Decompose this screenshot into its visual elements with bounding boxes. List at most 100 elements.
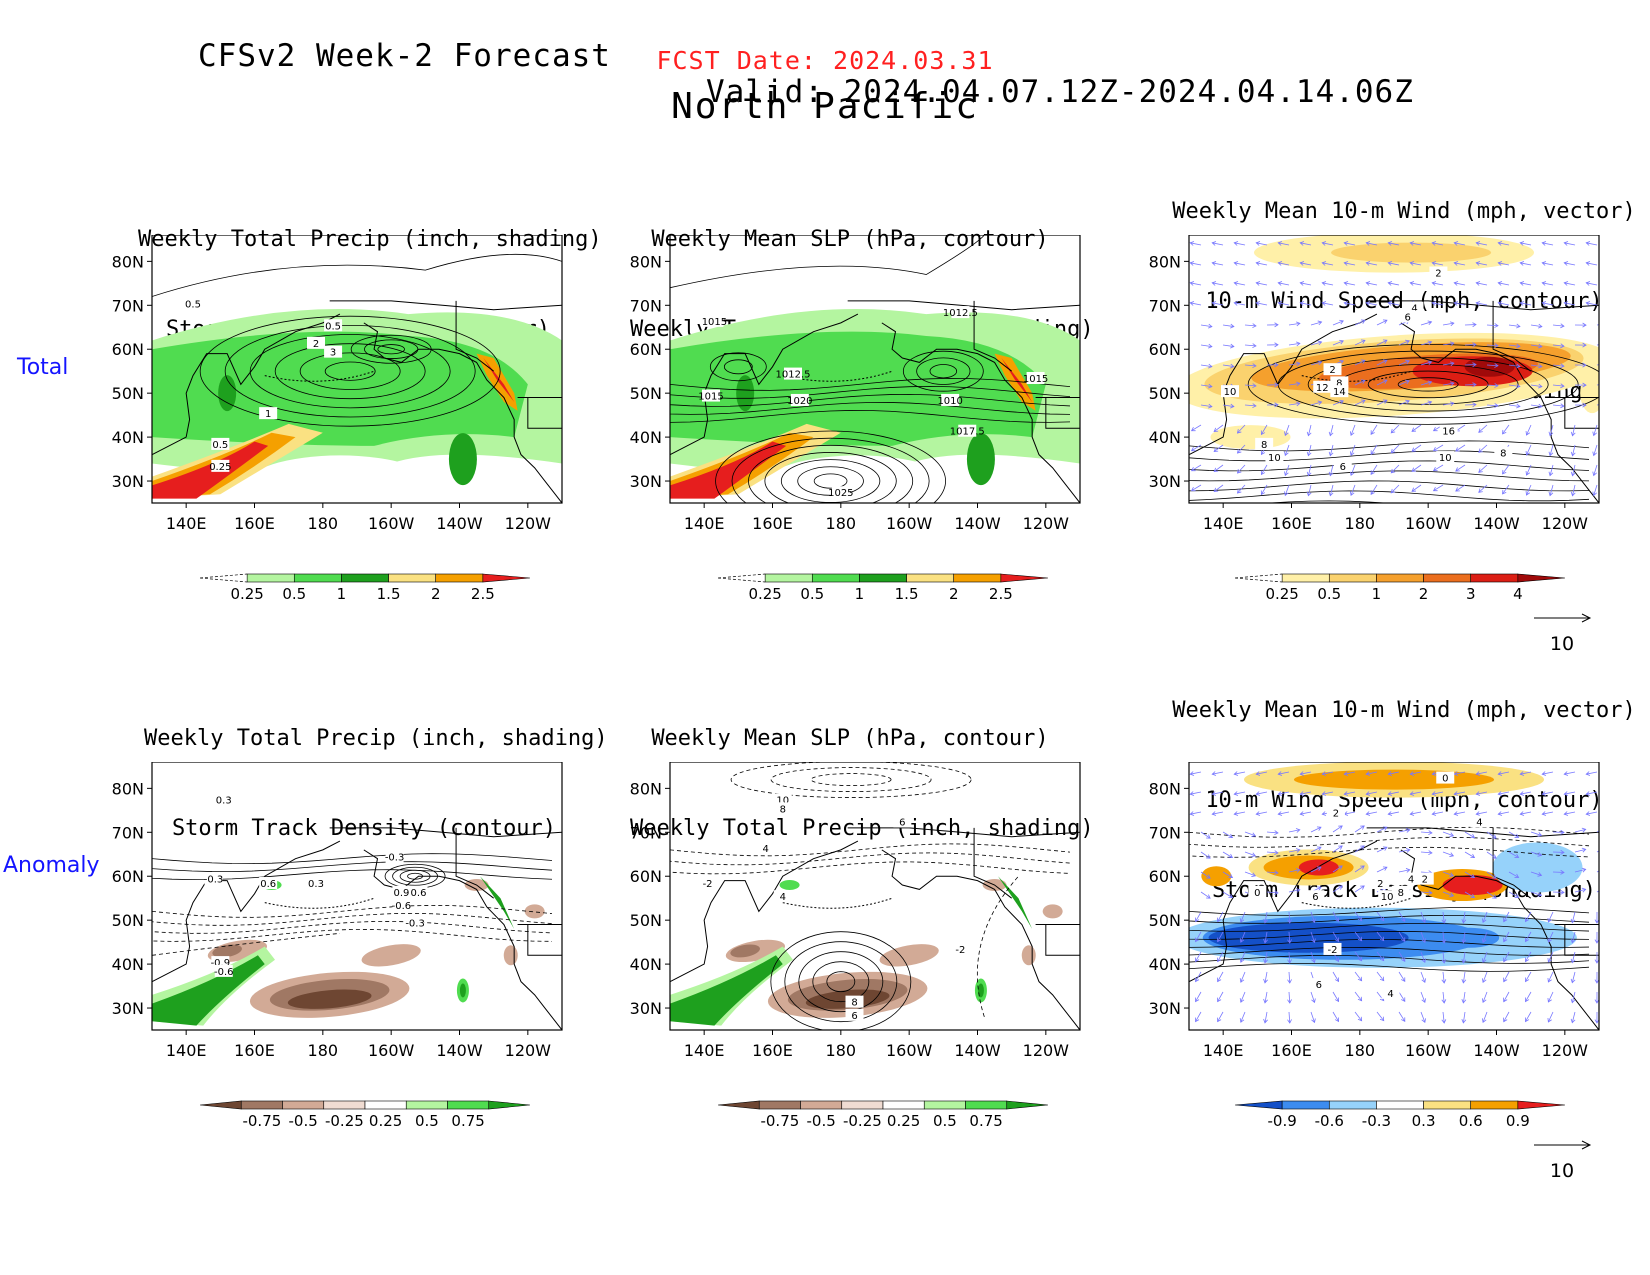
contour-label: 2 bbox=[1333, 809, 1339, 820]
wind-vector-head bbox=[1585, 241, 1591, 246]
storm-anomaly-contour bbox=[152, 912, 553, 926]
wind-vector-head bbox=[1548, 471, 1554, 477]
wind-vector bbox=[1344, 242, 1356, 246]
wind-vector bbox=[1190, 771, 1202, 775]
lon-label: 120W bbox=[505, 514, 552, 533]
wind-vector-head bbox=[1390, 428, 1396, 434]
wind-vector-head bbox=[1537, 872, 1543, 877]
wind-vector bbox=[1574, 848, 1586, 853]
wind-vector bbox=[1498, 811, 1510, 815]
wind-vector bbox=[1530, 384, 1542, 388]
wind-vector-head bbox=[1449, 401, 1455, 407]
colorbar-label: 1.5 bbox=[377, 585, 401, 603]
wind-vector bbox=[1420, 831, 1432, 834]
lat-label: 80N bbox=[1149, 252, 1181, 271]
colorbar-swatch bbox=[482, 573, 531, 583]
colorbar-swatch bbox=[488, 1100, 531, 1110]
wind-vector bbox=[1442, 891, 1454, 897]
wind-vector-head bbox=[1206, 894, 1211, 899]
colorbar-label: 0.25 bbox=[748, 585, 781, 603]
lon-label: 140W bbox=[436, 1041, 483, 1060]
wind-vector-head bbox=[1339, 359, 1344, 365]
wind-vector-head bbox=[1582, 342, 1587, 348]
lat-label: 30N bbox=[630, 999, 662, 1018]
precip-anomaly-shading bbox=[212, 944, 242, 958]
colorbar-swatch bbox=[882, 1100, 925, 1110]
wind-vector bbox=[1486, 344, 1499, 347]
shading-heavy-precip bbox=[736, 375, 755, 412]
contour-label: 2 bbox=[1422, 875, 1428, 886]
wind-vector-head bbox=[1228, 833, 1234, 839]
lon-label: 140E bbox=[166, 1041, 207, 1060]
wind-vector bbox=[1390, 424, 1400, 434]
wind-vector-head bbox=[1190, 426, 1196, 432]
title-line: 10-m Wind Speed (mph, contour) bbox=[1205, 289, 1603, 314]
wind-vector bbox=[1455, 444, 1466, 452]
wind-vector bbox=[1300, 771, 1312, 775]
wind-vector-head bbox=[1328, 491, 1334, 497]
contour-label: 8 bbox=[851, 998, 857, 1009]
wind-vector bbox=[1278, 791, 1290, 795]
wind-vector bbox=[1240, 951, 1246, 963]
wind-vector bbox=[1322, 302, 1334, 306]
slp-contour bbox=[670, 393, 1071, 407]
wind-vector-head bbox=[1211, 301, 1217, 306]
wind-vector bbox=[1455, 484, 1466, 492]
wind-vector bbox=[1329, 484, 1334, 496]
storm-anomaly-contour bbox=[152, 861, 553, 872]
wind-vector bbox=[1410, 791, 1422, 795]
wind-vector-head bbox=[1537, 832, 1543, 837]
wind-vector-head bbox=[1370, 470, 1375, 475]
wind-vector-head bbox=[1263, 978, 1268, 984]
colorbar-label: -0.9 bbox=[1268, 1112, 1297, 1130]
wind-vector bbox=[1571, 911, 1576, 923]
wind-vector-head bbox=[1427, 380, 1433, 386]
wind-vector bbox=[1376, 379, 1388, 386]
wind-vector bbox=[1586, 791, 1598, 795]
shading-dry-zone bbox=[244, 455, 435, 503]
wind-vector bbox=[1482, 931, 1488, 943]
wind-vector-head bbox=[1592, 471, 1597, 477]
contour-label-bg bbox=[1330, 385, 1349, 398]
wind-vector-head bbox=[1449, 852, 1455, 857]
wind-vector-head bbox=[1252, 323, 1257, 329]
precip-anomaly-shading bbox=[361, 944, 421, 967]
wind-vector bbox=[1564, 771, 1576, 775]
wind-vector-head bbox=[1603, 867, 1607, 871]
wind-vector-head bbox=[1360, 825, 1365, 830]
contour-label: 0.9 bbox=[393, 888, 409, 899]
wind-vector-head bbox=[1233, 241, 1239, 246]
colorbar-swatch bbox=[1328, 1100, 1377, 1110]
title-line: Storm Track Density (contour) bbox=[171, 816, 557, 841]
wind-vector bbox=[1354, 319, 1366, 326]
wind-vector-head bbox=[1519, 791, 1525, 796]
wind-vector-head bbox=[1563, 771, 1569, 776]
precip-anomaly-shading bbox=[977, 983, 984, 998]
shading-coastal-precip bbox=[994, 353, 1036, 411]
wind-vector-head bbox=[1274, 402, 1279, 408]
contour-label: 10 bbox=[776, 796, 789, 807]
wind-anomaly-contour bbox=[1189, 826, 1590, 838]
wind-vector-head bbox=[1409, 241, 1415, 246]
colorbar-swatch bbox=[923, 1100, 966, 1110]
title-line: Weekly Total Precip (inch, shading) bbox=[144, 726, 608, 751]
wind-vector-head bbox=[1432, 466, 1438, 472]
wind-vector-head bbox=[1217, 997, 1222, 1003]
wind-speed-contour bbox=[1189, 490, 1590, 502]
contour-label-bg bbox=[1323, 363, 1342, 376]
wind-vector bbox=[1498, 302, 1510, 306]
slp-contour bbox=[670, 235, 985, 289]
wind-vector-head bbox=[1360, 865, 1365, 870]
wind-vector bbox=[1237, 424, 1246, 434]
wind-vector-head bbox=[1516, 383, 1521, 389]
wind-vector bbox=[1329, 444, 1334, 456]
wind-vector bbox=[1307, 484, 1312, 496]
wind-vector bbox=[1310, 361, 1322, 366]
wind-vector bbox=[1244, 871, 1256, 877]
colorbar-label: 0.25 bbox=[230, 585, 263, 603]
wind-vector bbox=[1190, 242, 1202, 246]
colorbar-swatch bbox=[1328, 573, 1377, 583]
wind-vector-head bbox=[1409, 811, 1415, 816]
wind-vector-head bbox=[1472, 322, 1477, 328]
contour-label-bg bbox=[941, 393, 960, 406]
